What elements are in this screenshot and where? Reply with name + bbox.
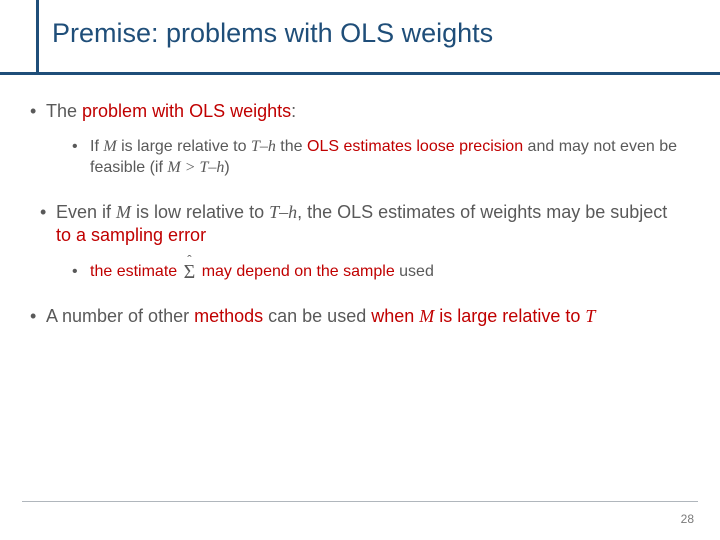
bullet-2a: the estimate ˆΣ may depend on the sample… <box>72 262 680 283</box>
math-var: M <box>419 306 434 326</box>
text: is low relative to <box>131 202 269 222</box>
math-var: M <box>103 138 116 155</box>
title-underline <box>0 72 720 75</box>
text: If <box>90 138 103 155</box>
text: the <box>276 138 307 155</box>
text: : <box>291 101 296 121</box>
footer-divider <box>22 501 698 502</box>
math-var: T <box>585 306 595 326</box>
highlight-text: is large relative to <box>434 306 585 326</box>
title-area: Premise: problems with OLS weights <box>0 0 720 49</box>
highlight-text: the estimate <box>90 263 182 280</box>
text: is large relative to <box>117 138 251 155</box>
slide-title: Premise: problems with OLS weights <box>52 18 720 49</box>
math-var: T–h <box>269 202 297 222</box>
bullet-3: A number of other methods can be used wh… <box>30 305 680 328</box>
sigma-hat-symbol: ˆΣ <box>184 262 196 282</box>
math-var: T–h <box>251 138 276 155</box>
highlight-text: when <box>371 306 419 326</box>
bullet-1: The problem with OLS weights: <box>30 100 680 123</box>
highlight-text: to a sampling error <box>56 225 206 245</box>
hat: ˆ <box>187 253 191 266</box>
text: , the OLS estimates of weights may be su… <box>297 202 667 222</box>
bullet-1a: If M is large relative to T–h the OLS es… <box>72 137 680 179</box>
bullet-2: Even if M is low relative to T–h, the OL… <box>40 201 680 248</box>
highlight-text: OLS estimates loose precision <box>307 138 528 155</box>
math-var: M <box>116 202 131 222</box>
highlight-text: may depend on the sample <box>197 263 399 280</box>
text: ) <box>224 159 229 176</box>
text: used <box>399 263 434 280</box>
text: Even if <box>56 202 116 222</box>
text: The <box>46 101 82 121</box>
math-var: M > T–h <box>167 159 224 176</box>
content-area: The problem with OLS weights: If M is la… <box>30 100 680 342</box>
highlight-text: problem with OLS weights <box>82 101 291 121</box>
highlight-text: methods <box>194 306 263 326</box>
text: A number of other <box>46 306 194 326</box>
title-accent-bar <box>36 0 39 72</box>
text: can be used <box>263 306 371 326</box>
page-number: 28 <box>681 512 694 526</box>
